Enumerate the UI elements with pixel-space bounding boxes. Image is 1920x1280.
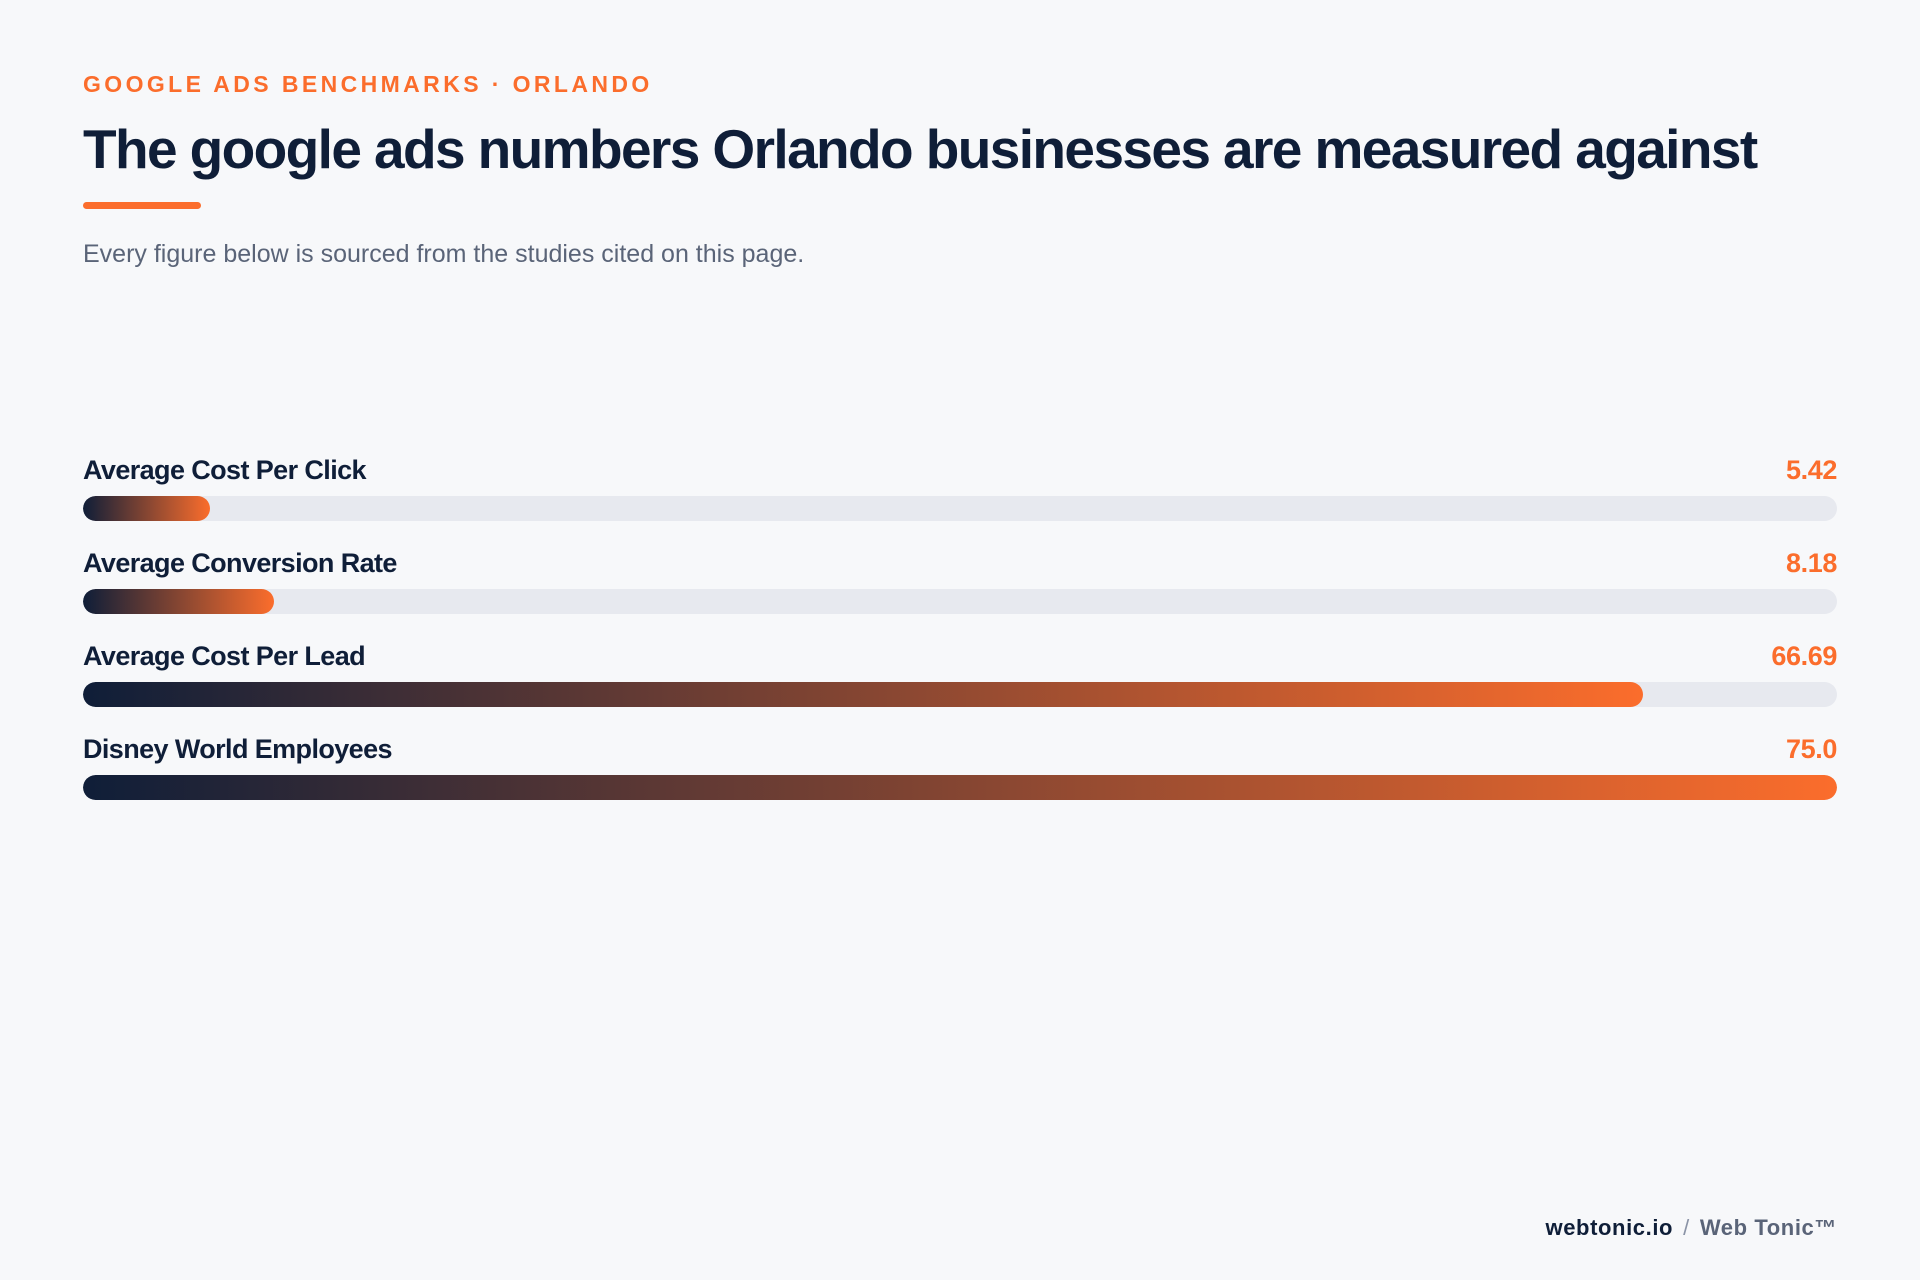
bar-chart: Average Cost Per Click 5.42 Average Conver… [83, 450, 1837, 822]
bar-row: Disney World Employees 75.0 [83, 729, 1837, 822]
bar-value-label: 75.0 [1786, 734, 1837, 764]
chart-title: The google ads numbers Orlando businesse… [83, 118, 1758, 180]
bar-value-label: 5.42 [1786, 455, 1837, 485]
bar [83, 589, 275, 614]
bar-label: Average Conversion Rate [83, 548, 397, 578]
bar-track [83, 775, 1837, 800]
footer-brand: Web Tonic™ [1699, 1215, 1837, 1240]
bar-label: Average Cost Per Click [83, 455, 367, 485]
footer-site: webtonic.io [1545, 1215, 1674, 1240]
bar [83, 775, 1837, 800]
bar-row: Average Cost Per Lead 66.69 [83, 636, 1837, 729]
footer-separator: / [1683, 1215, 1690, 1240]
bar-label: Disney World Employees [83, 734, 393, 764]
bar-row: Average Cost Per Click 5.42 [83, 450, 1837, 543]
bar-value-label: 8.18 [1786, 548, 1837, 578]
bar-track [83, 682, 1837, 707]
bar [83, 682, 1643, 707]
chart-header: GOOGLE ADS BENCHMARKS · ORLANDO The goog… [83, 68, 1843, 271]
bar-header: Average Conversion Rate 8.18 [83, 543, 1837, 583]
bar-track [83, 589, 1837, 614]
title-accent-rule [83, 202, 201, 209]
bar-row: Average Conversion Rate 8.18 [83, 543, 1837, 636]
bar-header: Average Cost Per Lead 66.69 [83, 636, 1837, 676]
chart-subtitle: Every figure below is sourced from the s… [83, 240, 805, 268]
bar-label: Average Cost Per Lead [83, 641, 366, 671]
footer-credit: webtonic.io / Web Tonic™ [1545, 1212, 1837, 1244]
bar-track [83, 496, 1837, 521]
bar-value-label: 66.69 [1771, 641, 1837, 671]
eyebrow-label: GOOGLE ADS BENCHMARKS · ORLANDO [83, 71, 653, 97]
bar [83, 496, 210, 521]
bar-header: Average Cost Per Click 5.42 [83, 450, 1837, 490]
bar-header: Disney World Employees 75.0 [83, 729, 1837, 769]
